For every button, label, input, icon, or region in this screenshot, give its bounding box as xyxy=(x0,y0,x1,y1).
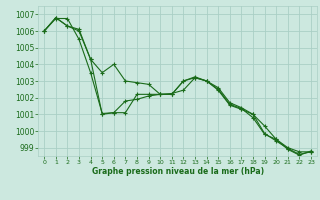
X-axis label: Graphe pression niveau de la mer (hPa): Graphe pression niveau de la mer (hPa) xyxy=(92,167,264,176)
